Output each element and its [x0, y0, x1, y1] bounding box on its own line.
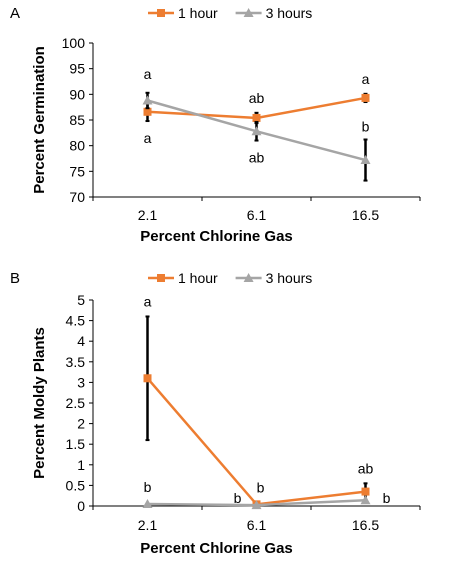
legend-entry: 1 hour: [178, 270, 218, 286]
y-tick-label: 90: [69, 86, 85, 102]
panel-label: A: [10, 5, 20, 22]
y-tick-label: 2: [77, 416, 85, 432]
data-point: [142, 95, 153, 105]
significance-letter: ab: [249, 90, 265, 106]
data-point: [251, 500, 262, 510]
legend-swatch-marker: [157, 9, 165, 17]
data-point: [361, 487, 370, 496]
y-tick-label: 3: [77, 374, 85, 390]
significance-letter: a: [144, 293, 152, 309]
chart-panel-b: B 1 hour 3 hours 0 0.5 1 1.5 2 2.5 3 3.5 4 4.5 5 2.1 6.…: [10, 270, 421, 557]
y-tick-label: 4.5: [66, 313, 86, 329]
series-3-hours: [142, 495, 371, 510]
x-axis-title: Percent Chlorine Gas: [140, 540, 293, 557]
data-point: [360, 155, 371, 165]
significance-letter: ab: [358, 460, 374, 476]
y-tick-label: 5: [77, 292, 85, 308]
y-tick-label: 75: [69, 163, 85, 179]
significance-letter: b: [234, 490, 242, 506]
y-tick-label: 3.5: [66, 354, 86, 370]
series-3-hours: [142, 91, 371, 182]
significance-letter: b: [383, 490, 391, 506]
x-tick-label: 2.1: [138, 207, 158, 223]
data-point: [251, 126, 262, 136]
data-point: [143, 107, 152, 116]
y-tick-label: 100: [62, 35, 86, 51]
legend-entry: 3 hours: [266, 270, 313, 286]
significance-letter: a: [144, 66, 152, 82]
y-tick-label: 95: [69, 61, 85, 77]
x-tick-label: 6.1: [247, 517, 267, 533]
significance-letter: b: [362, 119, 370, 135]
y-tick-label: 80: [69, 138, 85, 154]
x-axis-title: Percent Chlorine Gas: [140, 228, 293, 245]
significance-letter: a: [144, 130, 152, 146]
x-tick-label: 2.1: [138, 517, 158, 533]
y-tick-label: 1: [77, 457, 85, 473]
legend-swatch-marker: [243, 8, 254, 17]
legend: 1 hour 3 hours: [148, 270, 312, 286]
data-point: [142, 498, 153, 508]
significance-letter: a: [362, 71, 370, 87]
panel-label: B: [10, 270, 20, 287]
significance-letter: b: [257, 479, 265, 495]
significance-letter: b: [144, 479, 152, 495]
chart-panel-a: A 1 hour 3 hours 70 75 80 85 90 95 100 2.1 6.1 16.5 P…: [10, 5, 421, 245]
data-point: [252, 113, 261, 122]
significance-letter: ab: [249, 150, 265, 166]
data-point: [360, 495, 371, 505]
y-tick-label: 85: [69, 112, 85, 128]
data-point: [143, 374, 152, 383]
x-tick-label: 6.1: [247, 207, 267, 223]
legend-swatch-marker: [243, 273, 254, 282]
legend: 1 hour 3 hours: [148, 5, 312, 21]
y-tick-label: 0: [77, 498, 85, 514]
y-axis-title: Percent Moldy Plants: [31, 327, 48, 479]
x-tick-label: 16.5: [352, 207, 379, 223]
x-tick-label: 16.5: [352, 517, 379, 533]
series-1-hour: [143, 92, 370, 125]
y-tick-label: 2.5: [66, 395, 86, 411]
data-point: [361, 93, 370, 102]
y-tick-label: 70: [69, 189, 85, 205]
y-tick-label: 4: [77, 333, 85, 349]
legend-entry: 3 hours: [266, 5, 313, 21]
legend-swatch-marker: [157, 274, 165, 282]
y-axis-title: Percent Germination: [31, 46, 48, 194]
y-tick-label: 0.5: [66, 477, 86, 493]
y-tick-label: 1.5: [66, 436, 86, 452]
legend-entry: 1 hour: [178, 5, 218, 21]
